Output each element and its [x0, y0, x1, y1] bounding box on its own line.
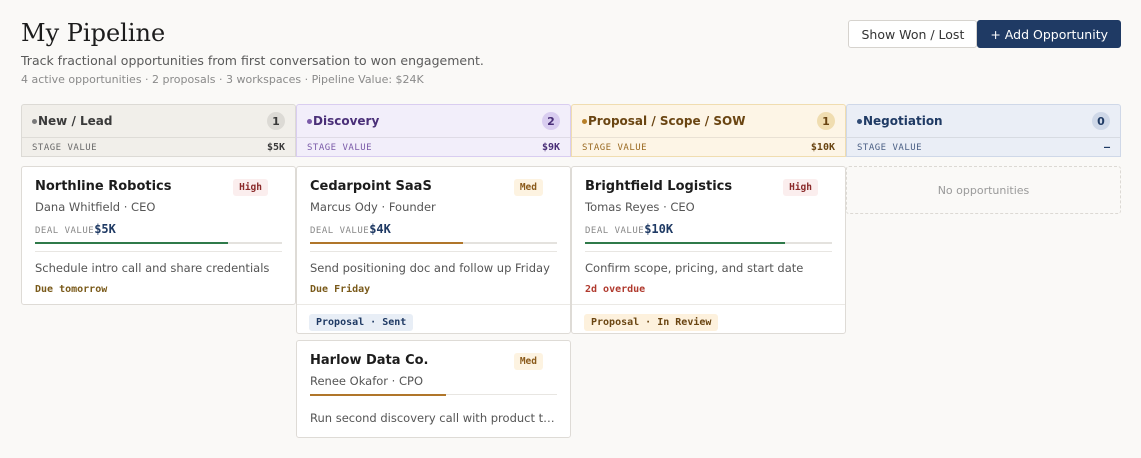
column-title: Negotiation	[863, 114, 943, 128]
progress-fill	[585, 242, 786, 244]
deal-value-label: DEAL VALUE	[35, 226, 95, 236]
progress-bar	[310, 242, 557, 244]
progress-fill	[310, 394, 446, 396]
progress-fill	[35, 242, 228, 244]
due-label: Due Friday	[310, 284, 371, 295]
column-header: New / Lead 1 STAGE VALUE $5K	[21, 104, 296, 157]
proposal-status-tag: Proposal · In Review	[584, 314, 719, 331]
stage-value: $10K	[810, 142, 835, 153]
due-label: 2d overdue	[585, 284, 646, 295]
stage-value-label: STAGE VALUE	[32, 142, 98, 153]
deal-value-label: DEAL VALUE	[585, 226, 645, 236]
deal-value-label: DEAL VALUE	[310, 226, 370, 236]
add-opportunity-button[interactable]: + Add Opportunity	[977, 20, 1121, 48]
next-task: Confirm scope, pricing, and start date	[585, 261, 804, 275]
stage-value: $5K	[266, 142, 285, 153]
opportunity-name: Cedarpoint SaaS	[310, 179, 432, 194]
deal-value: $10K	[644, 222, 674, 236]
next-task: Send positioning doc and follow up Frida…	[310, 261, 550, 275]
opportunity-card[interactable]: Harlow Data Co. Med Renee Okafor · CPO R…	[296, 340, 571, 438]
column-count-badge: 1	[267, 112, 285, 130]
stage-value-label: STAGE VALUE	[857, 142, 923, 153]
column-title: Proposal / Scope / SOW	[588, 114, 746, 128]
divider	[35, 251, 282, 252]
progress-fill	[310, 242, 464, 244]
opportunity-name: Harlow Data Co.	[310, 353, 429, 368]
column-title: New / Lead	[38, 114, 113, 128]
priority-badge: High	[233, 179, 268, 196]
progress-bar	[310, 394, 557, 396]
contact-name: Tomas Reyes · CEO	[585, 200, 695, 214]
deal-value: $4K	[369, 222, 391, 236]
pipeline-summary: 4 active opportunities · 2 proposals · 3…	[21, 73, 424, 86]
column-proposal: Proposal / Scope / SOW 1 STAGE VALUE $10…	[571, 104, 846, 334]
progress-bar	[35, 242, 282, 244]
show-won-lost-button[interactable]: Show Won / Lost	[848, 20, 978, 48]
due-label: Due tomorrow	[35, 284, 108, 295]
divider	[310, 251, 557, 252]
column-count-badge: 2	[542, 112, 560, 130]
stage-dot-icon	[32, 118, 37, 124]
header-actions: Show Won / Lost + Add Opportunity	[848, 20, 1121, 48]
next-task: Run second discovery call with product t…	[310, 411, 557, 425]
priority-badge: High	[783, 179, 818, 196]
page-header: My Pipeline Track fractional opportuniti…	[21, 18, 484, 86]
opportunity-card[interactable]: Northline Robotics High Dana Whitfield ·…	[21, 166, 296, 305]
column-new-lead: New / Lead 1 STAGE VALUE $5K Northline R…	[21, 104, 296, 305]
contact-name: Renee Okafor · CPO	[310, 374, 423, 388]
opportunity-card[interactable]: Brightfield Logistics High Tomas Reyes ·…	[571, 166, 846, 334]
priority-badge: Med	[513, 179, 543, 196]
column-header: Negotiation 0 STAGE VALUE –	[846, 104, 1121, 157]
deal-value: $5K	[94, 222, 116, 236]
stage-dot-icon	[307, 118, 312, 124]
stage-value-label: STAGE VALUE	[582, 142, 648, 153]
column-header: Discovery 2 STAGE VALUE $9K	[296, 104, 571, 157]
page-subtitle: Track fractional opportunities from firs…	[21, 53, 484, 68]
column-header: Proposal / Scope / SOW 1 STAGE VALUE $10…	[571, 104, 846, 157]
column-negotiation: Negotiation 0 STAGE VALUE – No opportuni…	[846, 104, 1121, 214]
stage-value-label: STAGE VALUE	[307, 142, 373, 153]
contact-name: Marcus Ody · Founder	[310, 200, 436, 214]
contact-name: Dana Whitfield · CEO	[35, 200, 156, 214]
opportunity-name: Northline Robotics	[35, 179, 172, 194]
opportunity-card[interactable]: Cedarpoint SaaS Med Marcus Ody · Founder…	[296, 166, 571, 334]
empty-column-placeholder: No opportunities	[846, 166, 1121, 214]
stage-dot-icon	[857, 118, 862, 124]
next-task: Schedule intro call and share credential…	[35, 261, 270, 275]
column-title: Discovery	[313, 114, 380, 128]
proposal-status-tag: Proposal · Sent	[309, 314, 414, 331]
divider	[585, 251, 832, 252]
priority-badge: Med	[513, 353, 543, 370]
stage-dot-icon	[582, 118, 587, 124]
stage-value: –	[1103, 142, 1110, 153]
progress-bar	[585, 242, 832, 244]
page-title: My Pipeline	[21, 19, 166, 47]
column-count-badge: 1	[817, 112, 835, 130]
opportunity-name: Brightfield Logistics	[585, 179, 733, 194]
column-discovery: Discovery 2 STAGE VALUE $9K Cedarpoint S…	[296, 104, 571, 438]
column-count-badge: 0	[1092, 112, 1110, 130]
stage-value: $9K	[541, 142, 560, 153]
